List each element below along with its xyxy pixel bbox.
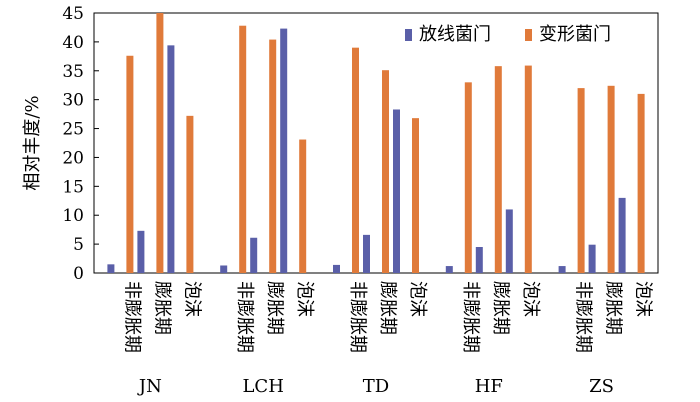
bar-actinobacteria (445, 266, 453, 273)
bar-proteobacteria (577, 88, 585, 273)
bar-actinobacteria (167, 45, 175, 273)
y-tick-label: 35 (62, 62, 84, 82)
bar-actinobacteria (363, 234, 370, 273)
bar-actinobacteria (505, 209, 513, 273)
y-axis-label: 相对丰度/% (22, 95, 43, 190)
stage-label: 膨胀期 (151, 281, 172, 335)
y-tick-label: 0 (73, 264, 84, 284)
bar-proteobacteria (494, 66, 502, 274)
bar-actinobacteria (280, 28, 288, 273)
stage-label: 泡沫 (294, 281, 315, 317)
bar-actinobacteria (618, 197, 626, 273)
axes: 0 5 10 15 20 25 30 35 40 45 (62, 4, 659, 284)
bar-proteobacteria (524, 65, 532, 273)
y-tick-label: 40 (62, 33, 84, 53)
bar-actinobacteria (137, 230, 145, 273)
y-tick-label: 5 (73, 235, 84, 255)
legend-label: 变形菌门 (539, 24, 611, 45)
legend: 放线菌门 变形菌门 (405, 24, 611, 45)
stage-label: 非膨胀期 (460, 281, 481, 353)
stage-label: 膨胀期 (603, 281, 624, 335)
bar-actinobacteria (475, 247, 483, 273)
stage-label: 泡沫 (181, 281, 202, 317)
stage-label: 泡沫 (407, 281, 428, 317)
bar-actinobacteria (588, 244, 596, 273)
group-label: ZS (589, 376, 614, 397)
y-tick-label: 45 (62, 4, 84, 24)
stage-label: 非膨胀期 (573, 281, 594, 353)
legend-label: 放线菌门 (419, 24, 491, 45)
legend-swatch (405, 29, 412, 41)
bar-proteobacteria (239, 25, 247, 274)
group-label: LCH (242, 376, 283, 397)
bar-proteobacteria (412, 118, 419, 274)
stage-label: 膨胀期 (490, 281, 511, 335)
bar-actinobacteria (393, 109, 400, 273)
y-tick-label: 10 (62, 206, 84, 226)
bar-proteobacteria (464, 82, 472, 273)
stage-label: 非膨胀期 (234, 281, 255, 353)
stage-label: 非膨胀期 (347, 281, 368, 353)
y-tick-label: 15 (62, 177, 84, 197)
group-label: JN (137, 376, 162, 397)
bar-actinobacteria (250, 237, 258, 273)
stage-label: 膨胀期 (264, 281, 285, 335)
bars (107, 13, 645, 274)
stage-label: 非膨胀期 (121, 281, 142, 353)
bar-proteobacteria (126, 55, 134, 273)
bar-proteobacteria (637, 93, 645, 273)
bar-proteobacteria (186, 115, 194, 273)
bar-actinobacteria (558, 266, 566, 273)
bar-proteobacteria (269, 39, 277, 274)
bar-actinobacteria (107, 264, 115, 273)
stage-label: 泡沫 (633, 281, 654, 317)
y-tick-label: 30 (62, 91, 84, 111)
stage-label: 膨胀期 (377, 281, 398, 335)
legend-swatch (525, 29, 532, 41)
y-tick-label: 25 (62, 120, 84, 140)
plot-frame (93, 12, 659, 274)
bar-proteobacteria (352, 47, 359, 273)
group-label: TD (363, 376, 389, 397)
bar-proteobacteria (382, 70, 389, 273)
bar-actinobacteria (333, 264, 340, 273)
stage-label: 泡沫 (520, 281, 541, 317)
bar-actinobacteria (220, 265, 228, 273)
bar-proteobacteria (156, 13, 164, 273)
y-tick-label: 20 (62, 148, 84, 168)
bar-proteobacteria (299, 139, 307, 273)
group-label: HF (475, 376, 503, 397)
bar-proteobacteria (607, 85, 615, 273)
